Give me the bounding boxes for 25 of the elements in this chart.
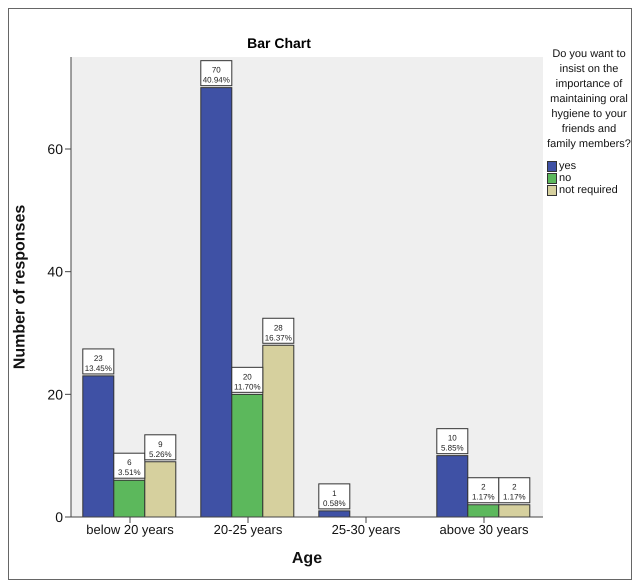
y-tick-label: 20 xyxy=(47,386,64,402)
data-label: 10 5.85% xyxy=(440,434,464,453)
x-tick-label: 20-25 years xyxy=(214,522,283,538)
y-tick-label: 0 xyxy=(55,508,64,525)
data-label: 2 1.17% xyxy=(472,482,495,502)
data-label: 20 11.70% xyxy=(234,372,261,392)
x-tick-label: above 30 years xyxy=(440,522,529,538)
data-label: 28 16.37% xyxy=(264,323,292,342)
chart-title: Bar Chart xyxy=(246,35,312,51)
x-tick-label: 25-30 years xyxy=(332,522,401,538)
legend-label: not required xyxy=(559,184,618,196)
data-label: 70 40.94% xyxy=(202,66,230,85)
legend-label: no xyxy=(559,172,572,184)
x-tick-label: below 20 years xyxy=(86,522,174,538)
y-tick-label: 60 xyxy=(47,140,64,157)
data-label: 2 1.17% xyxy=(502,482,526,502)
legend-title: Do you want to insist on the importance of maintaining oral hygiene to your friends and family members? xyxy=(547,47,631,152)
y-axis-title: Number of responses xyxy=(12,204,29,370)
data-label: 6 3.51% xyxy=(118,458,141,478)
x-axis-title: Age xyxy=(292,550,322,567)
y-tick-label: 40 xyxy=(47,264,64,280)
data-label: 23 13.45% xyxy=(84,354,112,373)
data-label: 1 0.58% xyxy=(322,488,346,508)
data-label: 9 5.26% xyxy=(148,440,172,459)
legend-label: yes xyxy=(559,160,576,172)
